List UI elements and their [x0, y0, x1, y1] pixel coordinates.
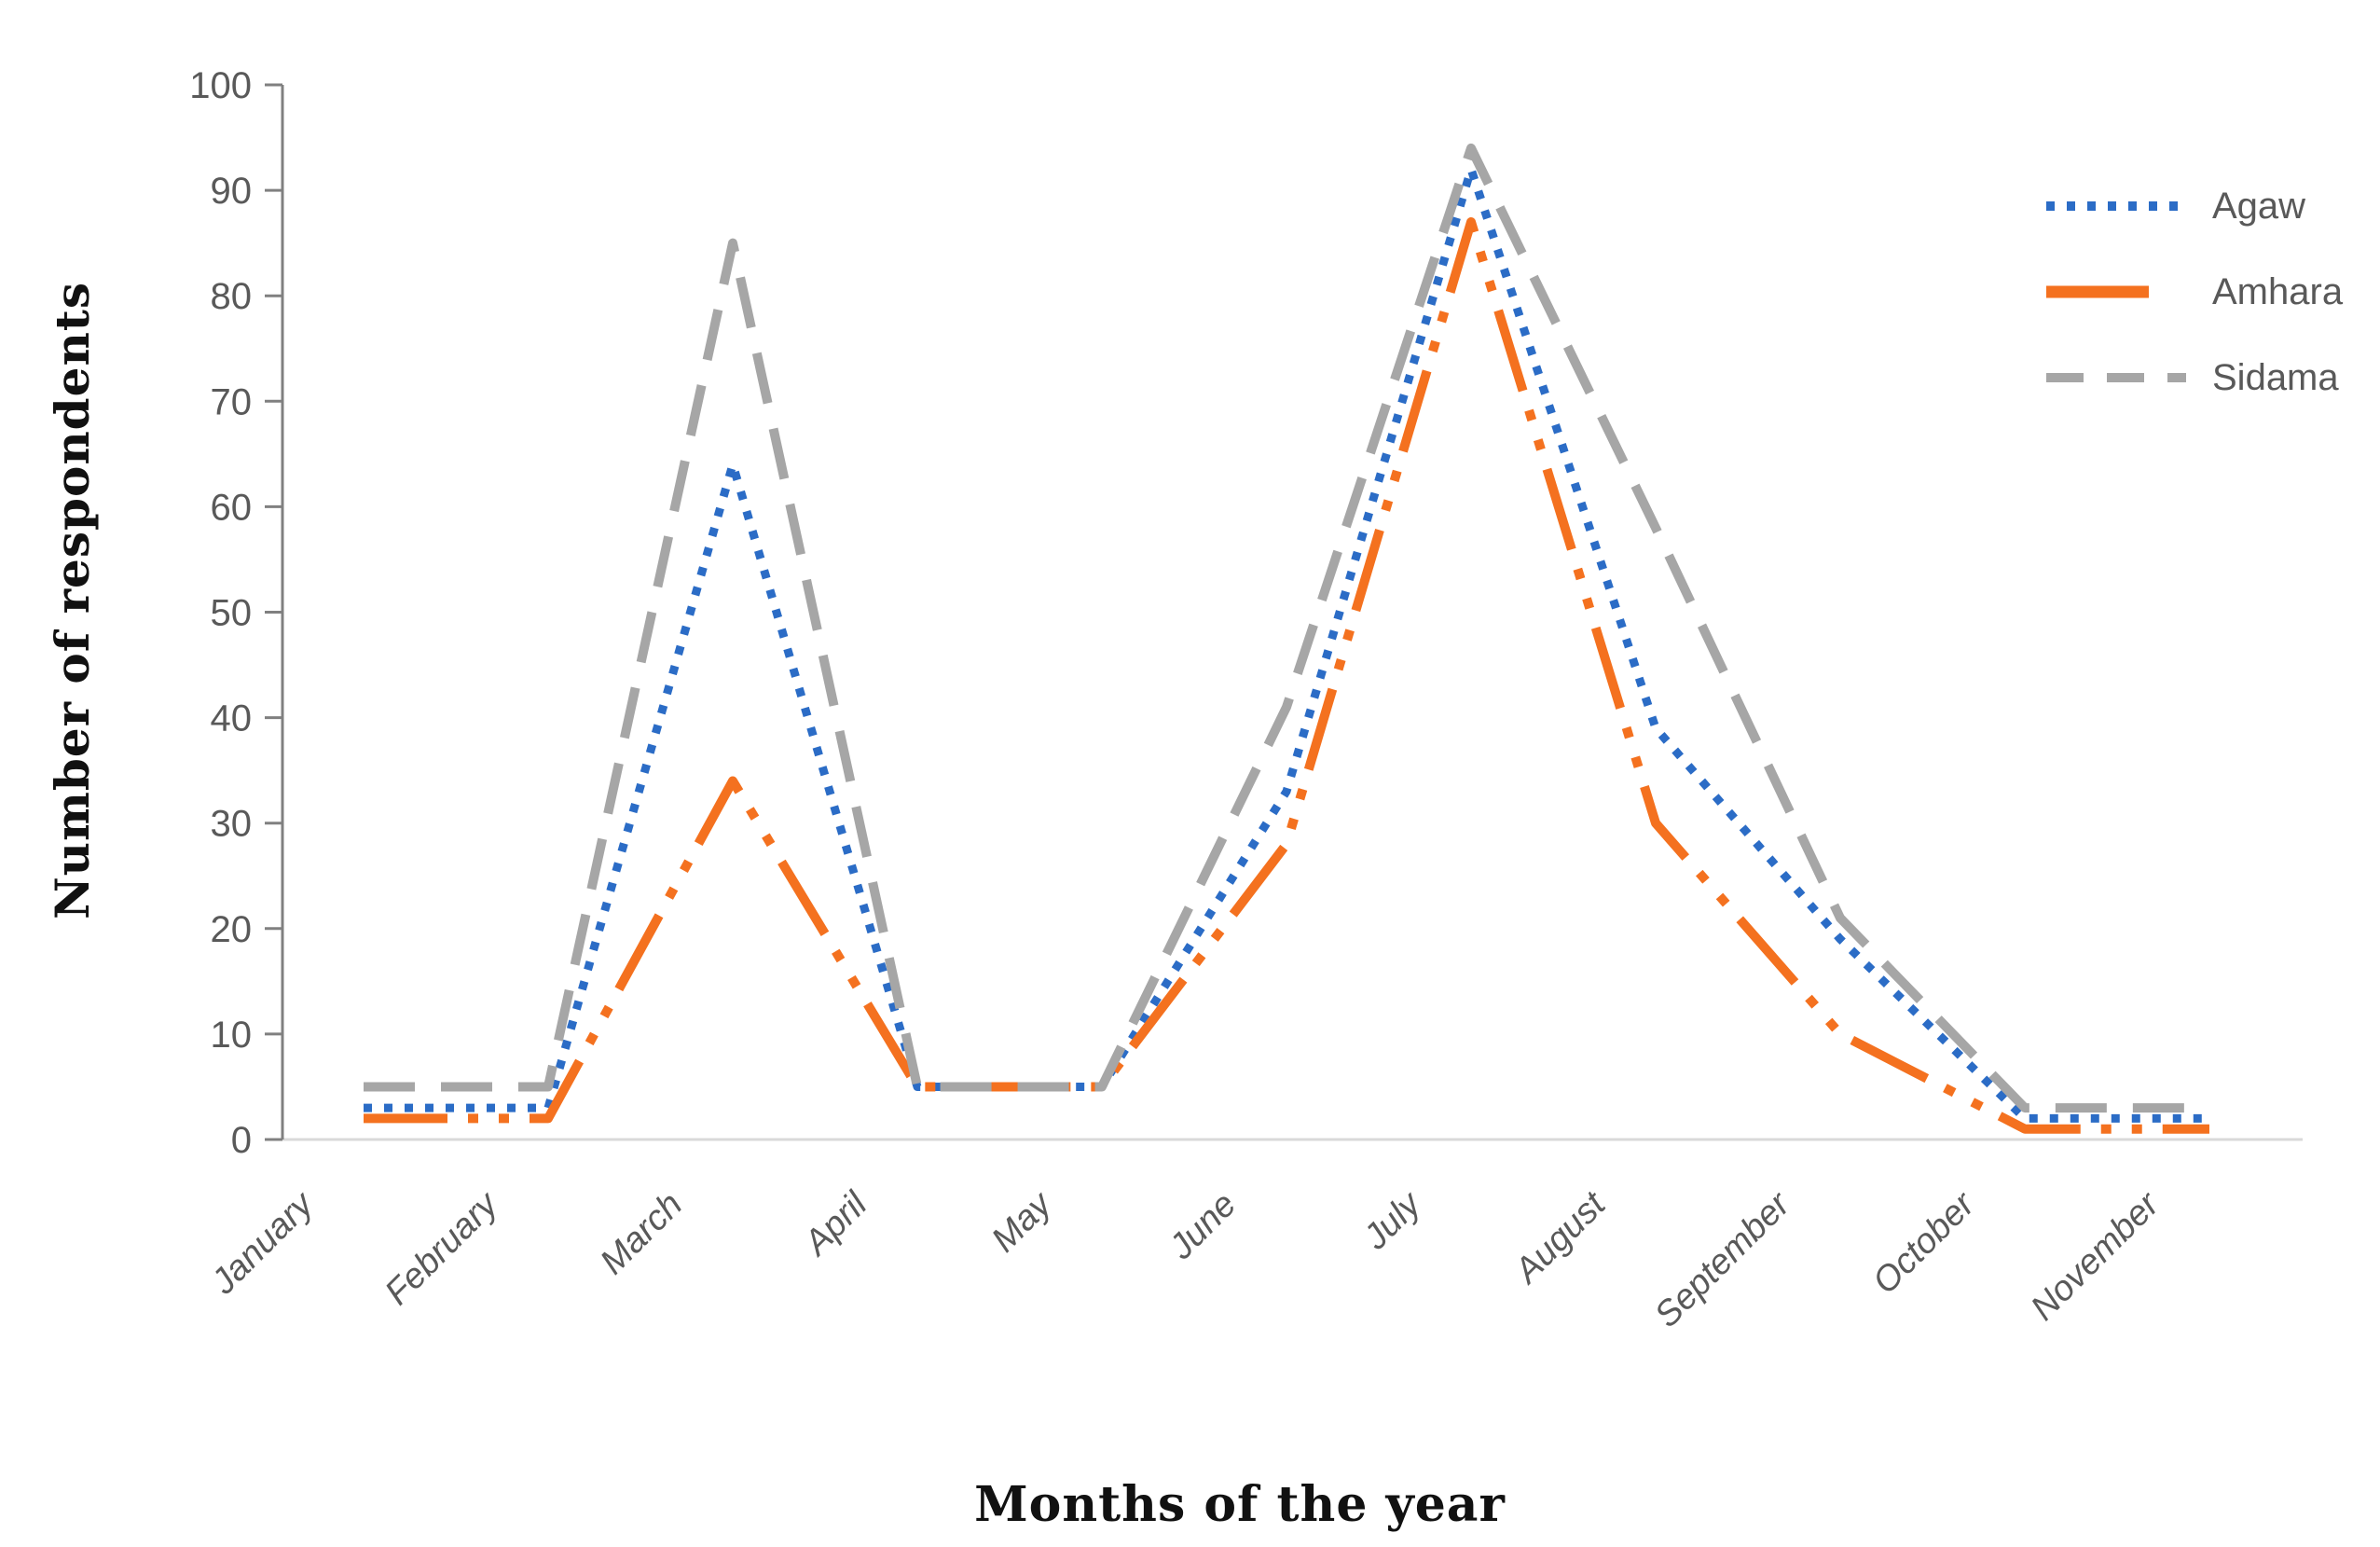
- x-category-label: January: [203, 1183, 322, 1302]
- legend: Agaw Amhara Sidama: [2046, 163, 2380, 421]
- series-line-amhara: [364, 217, 2209, 1134]
- x-category-label: June: [1162, 1185, 1245, 1268]
- x-category-label: October: [1865, 1184, 1983, 1302]
- legend-entry-sidama: Sidama: [2046, 335, 2380, 421]
- agaw-line-sample-icon: [2046, 201, 2186, 211]
- y-tick-label: 70: [211, 381, 253, 422]
- legend-label-sidama: Sidama: [2212, 356, 2339, 398]
- x-category-label: April: [795, 1184, 875, 1264]
- y-tick-label: 50: [211, 593, 253, 634]
- legend-label-agaw: Agaw: [2212, 185, 2306, 227]
- x-category-label: July: [1355, 1183, 1430, 1258]
- amhara-line-sample-icon: [2046, 285, 2149, 298]
- y-tick-label: 30: [211, 804, 253, 845]
- y-tick-label: 10: [211, 1015, 253, 1056]
- y-tick-label: 60: [211, 487, 253, 528]
- y-tick-label: 0: [231, 1120, 252, 1161]
- x-category-label: September: [1647, 1184, 1798, 1335]
- y-tick-label: 80: [211, 276, 253, 317]
- series-line-sidama: [364, 143, 2209, 1113]
- x-category-label: March: [593, 1185, 690, 1282]
- x-axis-title: Months of the year: [974, 1476, 1506, 1533]
- legend-entry-agaw: Agaw: [2046, 163, 2380, 249]
- y-tick-label: 100: [189, 65, 252, 106]
- legend-label-amhara: Amhara: [2212, 270, 2344, 312]
- y-tick-label: 90: [211, 171, 253, 212]
- sidama-line-sample-icon: [2046, 373, 2186, 382]
- x-category-label: November: [2024, 1184, 2168, 1329]
- y-axis-title: Number of respondents: [45, 281, 100, 920]
- x-category-label: February: [378, 1183, 507, 1313]
- x-category-label: August: [1506, 1184, 1615, 1292]
- legend-entry-amhara: Amhara: [2046, 249, 2380, 335]
- x-category-label: May: [984, 1183, 1061, 1260]
- y-tick-label: 20: [211, 909, 253, 950]
- y-tick-label: 40: [211, 698, 253, 739]
- series-line-agaw: [364, 164, 2209, 1123]
